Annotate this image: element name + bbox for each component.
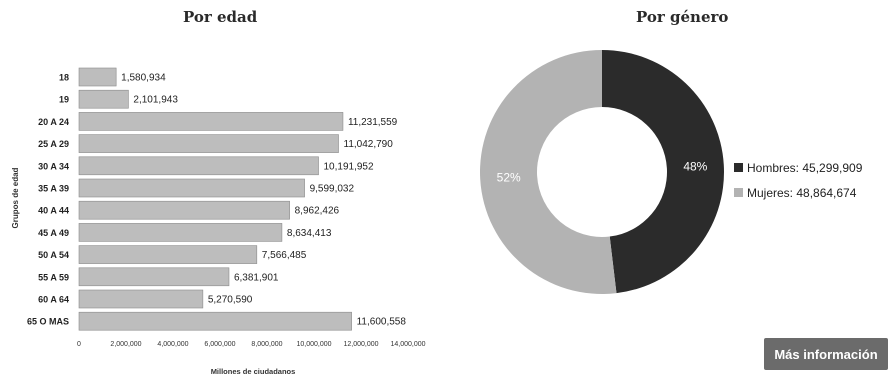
bar: [78, 178, 305, 198]
bar-value-label: 5,270,590: [208, 295, 253, 306]
bar: [78, 67, 117, 87]
x-tick-label: 8,000,000: [251, 341, 282, 348]
age-bar-chart: Grupos de edad Millones de ciudadanos 18…: [11, 67, 426, 375]
bar: [78, 289, 204, 309]
gender-chart-title: Por género: [636, 8, 729, 26]
bar-value-label: 11,042,790: [344, 139, 394, 150]
bar: [78, 200, 290, 220]
donut-slice: [480, 50, 617, 294]
bar: [78, 311, 352, 331]
bar-value-label: 1,580,934: [121, 73, 166, 84]
category-label: 35 A 39: [38, 184, 69, 194]
category-label: 18: [59, 73, 69, 83]
bar-value-label: 9,599,032: [310, 184, 355, 195]
bar-value-label: 2,101,943: [133, 95, 178, 106]
bar: [78, 134, 339, 153]
bar: [78, 112, 344, 131]
bar-value-label: 6,381,901: [234, 272, 279, 283]
bar-value-label: 11,600,558: [357, 317, 407, 328]
bar: [78, 89, 129, 109]
slice-percent-label: 48%: [683, 159, 707, 173]
bar: [78, 245, 258, 264]
bar-value-label: 8,634,413: [287, 228, 332, 239]
category-label: 30 A 34: [38, 161, 69, 171]
category-label: 60 A 64: [38, 295, 69, 305]
donut-slice: [602, 50, 724, 294]
x-tick-label: 2,000,000: [110, 341, 141, 348]
bar-value-label: 11,231,559: [348, 117, 398, 128]
age-chart-title: Por edad: [183, 8, 258, 26]
category-label: 65 O MAS: [27, 317, 69, 327]
bar: [78, 156, 319, 176]
category-label: 20 A 24: [38, 117, 69, 127]
category-label: 19: [59, 95, 69, 105]
legend-label: Mujeres: 48,864,674: [747, 186, 857, 200]
slice-percent-label: 52%: [497, 171, 521, 185]
legend-swatch: [734, 188, 743, 197]
x-tick-label: 4,000,000: [157, 341, 188, 348]
more-info-button[interactable]: Más información: [764, 338, 888, 370]
category-label: 40 A 44: [38, 206, 69, 216]
category-label: 45 A 49: [38, 228, 69, 238]
bar: [78, 223, 283, 242]
legend-label: Hombres: 45,299,909: [747, 161, 863, 175]
x-tick-label: 0: [77, 341, 81, 348]
bar-value-label: 10,191,952: [324, 161, 374, 172]
x-axis-label: Millones de ciudadanos: [211, 367, 296, 375]
x-tick-label: 6,000,000: [204, 341, 235, 348]
x-tick-label: 10,000,000: [296, 341, 331, 348]
bar-value-label: 8,962,426: [295, 206, 340, 217]
category-label: 55 A 59: [38, 272, 69, 282]
y-axis-label: Grupos de edad: [11, 167, 20, 228]
legend-swatch: [734, 163, 743, 172]
x-tick-label: 12,000,000: [343, 341, 378, 348]
bar-value-label: 7,566,485: [262, 250, 307, 261]
bar: [78, 267, 230, 287]
category-label: 25 A 29: [38, 139, 69, 149]
x-tick-label: 14,000,000: [390, 341, 425, 348]
category-label: 50 A 54: [38, 250, 69, 260]
gender-donut-chart: 48% 52% Hombres: 45,299,909 Mujeres: 48,86…: [480, 50, 863, 294]
